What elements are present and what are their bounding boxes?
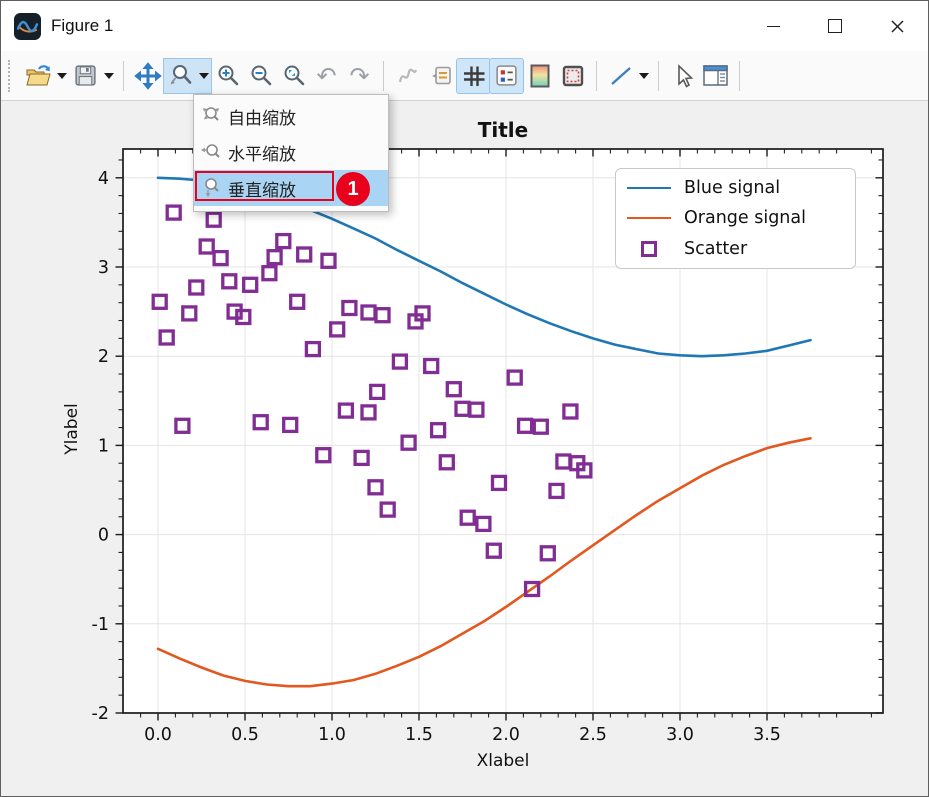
close-button[interactable] — [866, 1, 928, 51]
line-icon — [610, 66, 631, 85]
svg-text:2.5: 2.5 — [579, 725, 607, 745]
zoom-in-icon — [218, 65, 238, 85]
undo-arrow-icon: ↶ — [316, 61, 337, 90]
axes-border-button[interactable] — [556, 59, 589, 93]
svg-text:0.0: 0.0 — [144, 725, 172, 745]
save-dropdown-button[interactable] — [102, 59, 116, 93]
undo-button[interactable]: ↶ — [310, 59, 343, 93]
scatter-marker-sample — [626, 240, 672, 257]
close-icon — [890, 19, 904, 33]
svg-text:1.5: 1.5 — [405, 725, 433, 745]
orange-line-sample — [626, 217, 672, 220]
toolbar-separator — [123, 60, 124, 91]
folder-open-icon — [26, 64, 51, 85]
zoom-fit-icon — [284, 65, 304, 85]
redo-button[interactable]: ↷ — [343, 59, 376, 93]
svg-text:1.0: 1.0 — [318, 725, 346, 745]
svg-text:2: 2 — [98, 347, 109, 367]
chart-title: Title — [477, 118, 529, 142]
save-button[interactable] — [69, 59, 102, 93]
toolbar-separator — [596, 60, 597, 91]
minimize-button[interactable] — [742, 1, 804, 51]
zoom-horizontal-icon — [194, 141, 228, 163]
svg-text:2.0: 2.0 — [492, 725, 520, 745]
chevron-down-icon — [199, 72, 209, 79]
svg-text:3: 3 — [98, 258, 109, 278]
svg-text:0.5: 0.5 — [231, 725, 259, 745]
cursor-icon — [677, 63, 693, 88]
menu-item-horizontal-zoom[interactable]: 水平缩放 — [194, 134, 388, 170]
app-logo-icon — [14, 12, 41, 40]
cursor-button[interactable] — [666, 59, 699, 93]
curve-tool-button[interactable] — [391, 59, 424, 93]
zoom-out-icon — [251, 65, 271, 85]
legend-entry-scatter: Scatter — [616, 234, 855, 264]
window-title: Figure 1 — [51, 16, 114, 35]
zoom-out-button[interactable] — [244, 59, 277, 93]
zoom-free-icon — [194, 105, 228, 127]
zoom-in-button[interactable] — [211, 59, 244, 93]
maximize-button[interactable] — [804, 1, 866, 51]
toolbar-drag-handle[interactable] — [8, 59, 15, 92]
legend-icon — [496, 65, 517, 86]
pan-arrows-icon — [133, 61, 162, 90]
menu-item-label: 自由缩放 — [228, 108, 296, 128]
callout-icon — [431, 66, 451, 84]
legend: Blue signal Orange signal Scatter — [615, 168, 856, 269]
annotation-button[interactable] — [424, 59, 457, 93]
blue-line-sample — [626, 187, 672, 190]
menu-item-free-zoom[interactable]: 自由缩放 — [194, 98, 388, 134]
open-button[interactable] — [22, 59, 55, 93]
panel-icon — [703, 65, 728, 86]
grid-icon — [463, 66, 484, 86]
colormap-button[interactable] — [523, 59, 556, 93]
annotation-highlight-box — [195, 171, 334, 201]
annotation-step-badge: 1 — [336, 172, 370, 206]
svg-text:0: 0 — [98, 526, 109, 546]
chevron-down-icon — [104, 72, 114, 79]
chart-canvas[interactable]: 0.0 0.5 1.0 1.5 2.0 2.5 3.0 3.5 4 3 2 1 0 -1 -2 Title … — [1, 101, 928, 796]
open-dropdown-button[interactable] — [55, 59, 69, 93]
menu-item-label: 垂直缩放 — [228, 180, 296, 200]
line-style-button[interactable] — [604, 59, 637, 93]
save-icon — [75, 65, 96, 86]
zoom-tool-icon — [170, 64, 191, 84]
svg-text:-2: -2 — [92, 704, 109, 724]
curve-icon — [398, 67, 417, 82]
title-bar: Figure 1 — [1, 1, 928, 51]
toolbar-separator — [658, 60, 659, 91]
menu-item-label: 水平缩放 — [228, 144, 296, 164]
zoom-fit-button[interactable] — [277, 59, 310, 93]
chevron-down-icon — [639, 72, 649, 79]
minimize-icon — [766, 25, 780, 27]
legend-entry-orange-signal: Orange signal — [616, 203, 855, 233]
properties-button[interactable] — [699, 59, 732, 93]
legend-entry-blue-signal: Blue signal — [616, 173, 855, 203]
svg-text:3.0: 3.0 — [666, 725, 694, 745]
zoom-tool-dropdown-button[interactable] — [197, 59, 211, 93]
line-style-dropdown-button[interactable] — [637, 59, 651, 93]
toolbar: ↶ ↷ — [1, 51, 928, 101]
window-controls — [742, 1, 928, 51]
colormap-icon — [530, 64, 549, 87]
pan-button[interactable] — [131, 59, 164, 93]
redo-arrow-icon: ↷ — [349, 61, 370, 90]
zoom-tool-button[interactable] — [164, 59, 197, 93]
chevron-down-icon — [57, 72, 67, 79]
zoom-vertical-icon — [194, 177, 228, 199]
legend-toggle-button[interactable] — [489, 57, 524, 94]
toolbar-separator — [739, 60, 740, 91]
dashed-border-icon — [562, 65, 583, 86]
toolbar-separator — [383, 60, 384, 91]
grid-toggle-button[interactable] — [456, 57, 491, 94]
svg-text:3.5: 3.5 — [753, 725, 781, 745]
svg-text:-1: -1 — [92, 615, 109, 635]
svg-text:1: 1 — [98, 436, 109, 456]
maximize-icon — [828, 19, 842, 33]
svg-text:4: 4 — [98, 169, 109, 189]
x-axis-label: Xlabel — [476, 751, 530, 771]
y-axis-label: Ylabel — [62, 403, 82, 455]
zoom-tool-group — [163, 57, 212, 94]
